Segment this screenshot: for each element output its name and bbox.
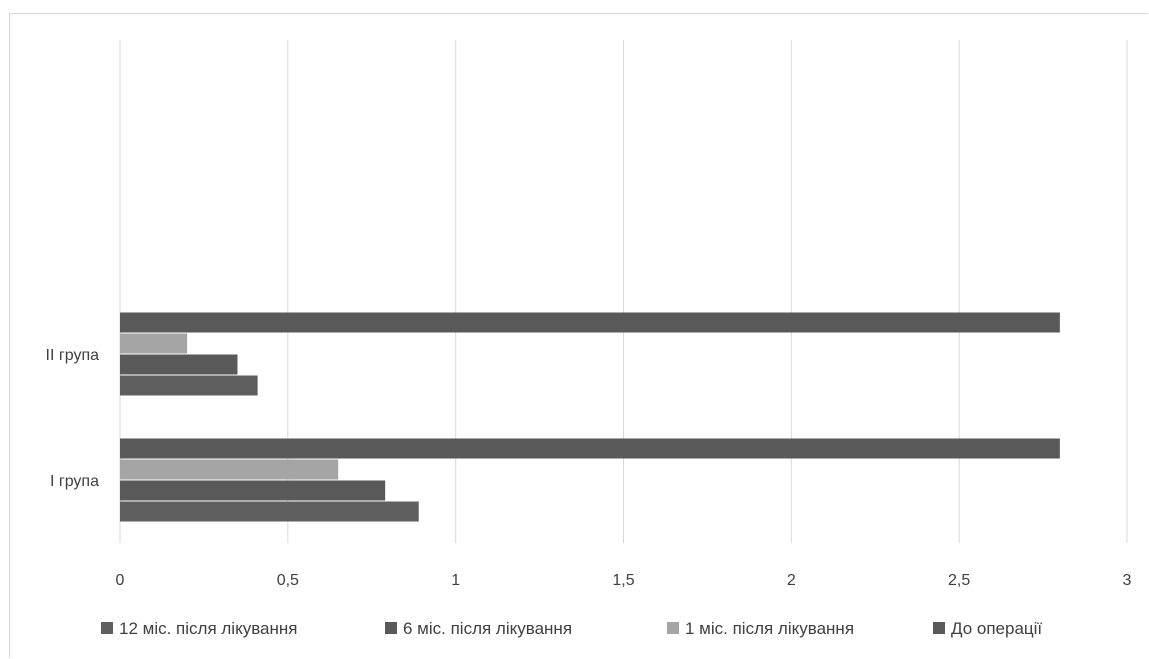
bars — [120, 312, 1060, 522]
y-axis-category-labels: I група II група — [46, 347, 100, 490]
legend-swatch-2 — [667, 622, 679, 634]
category-label: II група — [46, 347, 100, 364]
gridlines — [119, 40, 1128, 543]
x-tick-label: 2,5 — [948, 572, 970, 589]
bar-series-2-cat-1 — [120, 333, 188, 354]
bar-series-3-cat-1 — [120, 312, 1060, 333]
legend-swatch-3 — [933, 622, 945, 634]
x-tick-label: 0 — [116, 572, 125, 589]
legend-label: До операції — [951, 619, 1042, 638]
x-tick-label: 0,5 — [277, 572, 299, 589]
x-axis-tick-labels: 0 0,5 1 1,5 2 2,5 3 — [116, 572, 1132, 589]
legend-label: 12 міс. після лікування — [119, 619, 297, 638]
bar-series-2-cat-0 — [120, 459, 339, 480]
legend-swatch-1 — [385, 622, 397, 634]
x-tick-label: 1 — [451, 572, 460, 589]
x-tick-label: 3 — [1123, 572, 1132, 589]
bar-series-3-cat-0 — [120, 438, 1060, 459]
x-tick-label: 2 — [787, 572, 796, 589]
category-label: I група — [50, 473, 99, 490]
x-tick-label: 1,5 — [612, 572, 634, 589]
bar-series-1-cat-1 — [120, 354, 238, 375]
bar-series-1-cat-0 — [120, 480, 386, 501]
chart-frame — [9, 13, 1148, 658]
legend-label: 6 міс. після лікування — [403, 619, 572, 638]
legend-label: 1 міс. після лікування — [685, 619, 854, 638]
bar-series-0-cat-0 — [120, 501, 419, 522]
legend: 12 міс. після лікування 6 міс. після ліку… — [101, 619, 1042, 638]
bar-series-0-cat-1 — [120, 375, 258, 396]
legend-swatch-0 — [101, 622, 113, 634]
